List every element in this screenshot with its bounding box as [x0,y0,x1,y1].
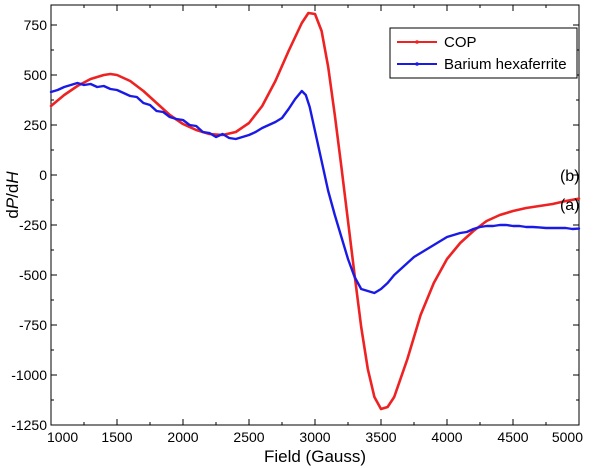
y-axis: 750 500 250 0 -250 -500 -750 -1000 -1250 [11,17,579,433]
x-tick-label: 4000 [431,429,462,445]
annotations: (b) (a) [560,168,580,214]
y-tick-label: 0 [39,167,47,183]
y-axis-label: dP/dH [3,171,22,219]
legend-marker-barium-hexaferrite [415,62,419,66]
annotation-label: (b) [560,168,580,185]
x-axis-label: Field (Gauss) [264,447,366,466]
y-tick-label: 500 [24,67,48,83]
legend-label-barium-hexaferrite: Barium hexaferrite [444,56,567,73]
x-tick-label: 3500 [365,429,396,445]
x-axis: 1000 1500 2000 2500 3000 3500 4000 4500 5000 [47,5,583,445]
x-tick-label: 2000 [167,429,198,445]
x-tick-label: 3000 [299,429,330,445]
legend-marker-cop [415,40,419,44]
series-line-cop [49,11,581,411]
y-tick-label: -250 [19,217,47,233]
legend-label-cop: COP [444,34,477,51]
x-tick-label: 4500 [497,429,528,445]
y-tick-label: -750 [19,317,47,333]
y-tick-label: -1250 [11,417,47,433]
y-axis-label-part-4: H [3,171,22,184]
x-tick-label: 1500 [101,429,132,445]
y-tick-label: -1000 [11,367,47,383]
legend: COP Barium hexaferrite [389,27,578,79]
y-tick-label: -500 [19,267,47,283]
y-tick-label: 250 [24,117,48,133]
annotation-label: (a) [560,197,580,214]
x-tick-label: 1000 [47,429,78,445]
series-layer [49,11,581,411]
y-tick-label: 750 [24,17,48,33]
x-tick-label: 5000 [552,429,583,445]
series-line-barium-hexaferrite [49,81,581,295]
y-axis-label-part-3: /d [3,184,22,198]
y-axis-label-part-2: P [3,197,22,209]
y-axis-label-part-1: d [3,209,22,218]
x-tick-label: 2500 [233,429,264,445]
legend-box [389,27,578,79]
